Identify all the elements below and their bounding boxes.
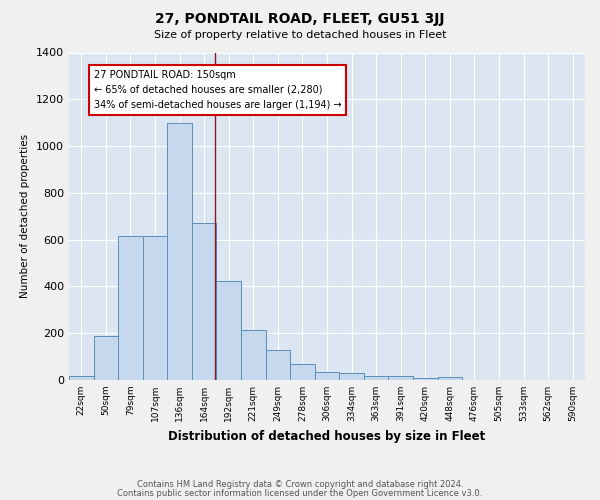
Text: 27, PONDTAIL ROAD, FLEET, GU51 3JJ: 27, PONDTAIL ROAD, FLEET, GU51 3JJ xyxy=(155,12,445,26)
Text: Contains public sector information licensed under the Open Government Licence v3: Contains public sector information licen… xyxy=(118,490,482,498)
Bar xyxy=(241,330,266,380)
Bar xyxy=(388,376,413,380)
Bar xyxy=(315,372,339,380)
Bar xyxy=(167,122,192,380)
X-axis label: Distribution of detached houses by size in Fleet: Distribution of detached houses by size … xyxy=(169,430,485,442)
Bar xyxy=(364,376,388,380)
Bar xyxy=(192,224,217,380)
Y-axis label: Number of detached properties: Number of detached properties xyxy=(20,134,31,298)
Bar xyxy=(413,378,437,380)
Bar xyxy=(143,236,167,380)
Bar xyxy=(69,376,94,380)
Bar xyxy=(217,280,241,380)
Text: Contains HM Land Registry data © Crown copyright and database right 2024.: Contains HM Land Registry data © Crown c… xyxy=(137,480,463,489)
Bar xyxy=(118,236,143,380)
Text: Size of property relative to detached houses in Fleet: Size of property relative to detached ho… xyxy=(154,30,446,40)
Bar xyxy=(266,350,290,380)
Bar xyxy=(290,364,315,380)
Text: 27 PONDTAIL ROAD: 150sqm
← 65% of detached houses are smaller (2,280)
34% of sem: 27 PONDTAIL ROAD: 150sqm ← 65% of detach… xyxy=(94,70,341,110)
Bar xyxy=(437,377,462,380)
Bar xyxy=(339,373,364,380)
Bar xyxy=(94,336,118,380)
